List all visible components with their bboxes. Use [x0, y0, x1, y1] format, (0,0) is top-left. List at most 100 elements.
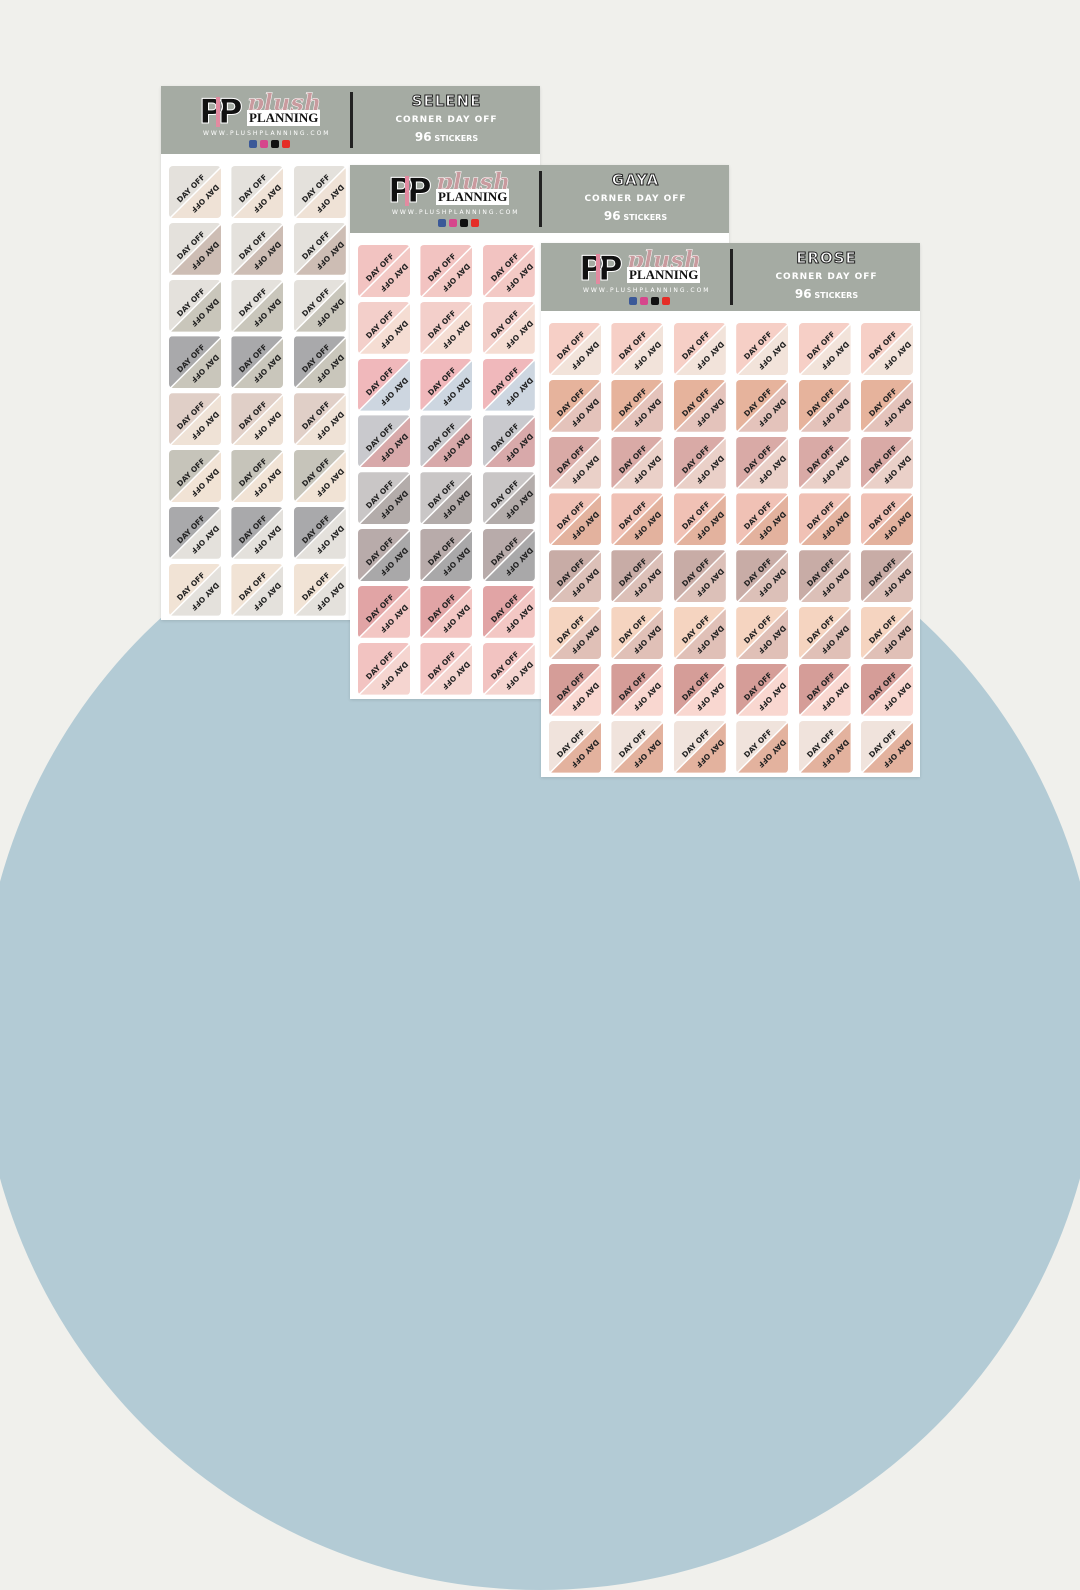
- brand-logo: PP plush PLANNING WWW.PLUSHPLANNING.COM: [561, 245, 731, 307]
- logo-caps: PLANNING: [247, 110, 321, 126]
- corner-sticker: DAY OFF DAY OFF: [549, 663, 601, 716]
- corner-sticker: DAY OFF DAY OFF: [231, 393, 284, 446]
- corner-sticker: DAY OFF DAY OFF: [420, 472, 473, 525]
- corner-sticker: DAY OFF DAY OFF: [549, 550, 601, 603]
- youtube-icon: [662, 297, 670, 305]
- corner-sticker: DAY OFF DAY OFF: [861, 720, 913, 773]
- sticker-sheet-erose: PP plush PLANNING WWW.PLUSHPLANNING.COM …: [541, 243, 920, 777]
- tiktok-icon: [651, 297, 659, 305]
- corner-sticker: DAY OFF DAY OFF: [736, 379, 789, 432]
- corner-sticker: DAY OFF DAY OFF: [611, 663, 664, 716]
- corner-sticker: DAY OFF DAY OFF: [861, 493, 913, 546]
- youtube-icon: [282, 140, 290, 148]
- sheet-title: GAYA: [611, 171, 660, 190]
- corner-sticker: DAY OFF DAY OFF: [611, 379, 664, 432]
- instagram-icon: [260, 140, 268, 148]
- corner-sticker: DAY OFF DAY OFF: [482, 585, 535, 638]
- corner-sticker: DAY OFF DAY OFF: [482, 245, 535, 297]
- corner-sticker: DAY OFF DAY OFF: [549, 720, 601, 773]
- corner-sticker: DAY OFF DAY OFF: [293, 166, 346, 218]
- corner-sticker: DAY OFF DAY OFF: [861, 550, 913, 603]
- corner-sticker: DAY OFF DAY OFF: [861, 607, 913, 659]
- corner-sticker: DAY OFF DAY OFF: [798, 323, 851, 375]
- corner-sticker: DAY OFF DAY OFF: [861, 436, 913, 489]
- corner-sticker: DAY OFF DAY OFF: [736, 720, 789, 773]
- corner-sticker: DAY OFF DAY OFF: [549, 493, 601, 546]
- sticker-count: 96 STICKERS: [603, 209, 668, 223]
- corner-sticker: DAY OFF DAY OFF: [293, 279, 346, 332]
- sheet-subtitle: CORNER DAY OFF: [584, 194, 687, 204]
- header-divider: [539, 171, 542, 227]
- sheet-header: PP plush PLANNING WWW.PLUSHPLANNING.COM …: [350, 165, 729, 233]
- sticker-count: 96 STICKERS: [794, 287, 859, 301]
- corner-sticker: DAY OFF DAY OFF: [482, 301, 535, 354]
- website: WWW.PLUSHPLANNING.COM: [203, 130, 331, 137]
- corner-sticker: DAY OFF DAY OFF: [420, 358, 473, 411]
- corner-sticker: DAY OFF DAY OFF: [611, 436, 664, 489]
- corner-sticker: DAY OFF DAY OFF: [736, 607, 789, 659]
- corner-sticker: DAY OFF DAY OFF: [798, 663, 851, 716]
- corner-sticker: DAY OFF DAY OFF: [358, 415, 410, 468]
- corner-sticker: DAY OFF DAY OFF: [358, 472, 410, 525]
- corner-sticker: DAY OFF DAY OFF: [231, 563, 284, 616]
- corner-sticker: DAY OFF DAY OFF: [673, 493, 726, 546]
- corner-sticker: DAY OFF DAY OFF: [673, 663, 726, 716]
- corner-sticker: DAY OFF DAY OFF: [169, 336, 221, 389]
- corner-sticker: DAY OFF DAY OFF: [420, 585, 473, 638]
- corner-sticker: DAY OFF DAY OFF: [482, 529, 535, 581]
- sheet-subtitle: CORNER DAY OFF: [395, 115, 498, 125]
- corner-sticker: DAY OFF DAY OFF: [420, 529, 473, 581]
- corner-sticker: DAY OFF DAY OFF: [861, 323, 913, 375]
- social-icons: [629, 297, 670, 305]
- sheet-title: SELENE: [411, 92, 482, 111]
- corner-sticker: DAY OFF DAY OFF: [420, 642, 473, 695]
- corner-sticker: DAY OFF DAY OFF: [169, 506, 221, 559]
- corner-sticker: DAY OFF DAY OFF: [798, 493, 851, 546]
- website: WWW.PLUSHPLANNING.COM: [392, 209, 520, 216]
- corner-sticker: DAY OFF DAY OFF: [231, 450, 284, 502]
- corner-sticker: DAY OFF DAY OFF: [420, 415, 473, 468]
- corner-sticker: DAY OFF DAY OFF: [736, 493, 789, 546]
- corner-sticker: DAY OFF DAY OFF: [673, 720, 726, 773]
- logo-mark: PP: [388, 171, 433, 212]
- corner-sticker: DAY OFF DAY OFF: [358, 245, 410, 297]
- corner-sticker: DAY OFF DAY OFF: [673, 550, 726, 603]
- header-divider: [730, 249, 733, 305]
- corner-sticker: DAY OFF DAY OFF: [358, 642, 410, 695]
- corner-sticker: DAY OFF DAY OFF: [358, 585, 410, 638]
- tiktok-icon: [271, 140, 279, 148]
- corner-sticker: DAY OFF DAY OFF: [293, 393, 346, 446]
- corner-sticker: DAY OFF DAY OFF: [231, 279, 284, 332]
- corner-sticker: DAY OFF DAY OFF: [358, 301, 410, 354]
- corner-sticker: DAY OFF DAY OFF: [482, 642, 535, 695]
- social-icons: [438, 219, 479, 227]
- corner-sticker: DAY OFF DAY OFF: [798, 436, 851, 489]
- header-divider: [350, 92, 353, 148]
- instagram-icon: [449, 219, 457, 227]
- corner-sticker: DAY OFF DAY OFF: [798, 550, 851, 603]
- corner-sticker: DAY OFF DAY OFF: [231, 166, 284, 218]
- logo-caps: PLANNING: [627, 267, 701, 283]
- sticker-count: 96 STICKERS: [414, 130, 479, 144]
- website: WWW.PLUSHPLANNING.COM: [583, 287, 711, 294]
- corner-sticker: DAY OFF DAY OFF: [736, 323, 789, 375]
- corner-sticker: DAY OFF DAY OFF: [673, 436, 726, 489]
- corner-sticker: DAY OFF DAY OFF: [611, 323, 664, 375]
- sheet-subtitle: CORNER DAY OFF: [775, 272, 878, 282]
- corner-sticker: DAY OFF DAY OFF: [736, 436, 789, 489]
- corner-sticker: DAY OFF DAY OFF: [798, 720, 851, 773]
- corner-sticker: DAY OFF DAY OFF: [169, 279, 221, 332]
- corner-sticker: DAY OFF DAY OFF: [736, 550, 789, 603]
- corner-sticker: DAY OFF DAY OFF: [673, 607, 726, 659]
- corner-sticker: DAY OFF DAY OFF: [549, 323, 601, 375]
- corner-sticker: DAY OFF DAY OFF: [611, 493, 664, 546]
- corner-sticker: DAY OFF DAY OFF: [736, 663, 789, 716]
- sheet-title: EROSE: [796, 249, 857, 268]
- tiktok-icon: [460, 219, 468, 227]
- brand-logo: PP plush PLANNING WWW.PLUSHPLANNING.COM: [370, 167, 540, 229]
- corner-sticker: DAY OFF DAY OFF: [231, 336, 284, 389]
- corner-sticker: DAY OFF DAY OFF: [611, 720, 664, 773]
- corner-sticker: DAY OFF DAY OFF: [549, 436, 601, 489]
- corner-sticker: DAY OFF DAY OFF: [861, 379, 913, 432]
- corner-sticker: DAY OFF DAY OFF: [673, 323, 726, 375]
